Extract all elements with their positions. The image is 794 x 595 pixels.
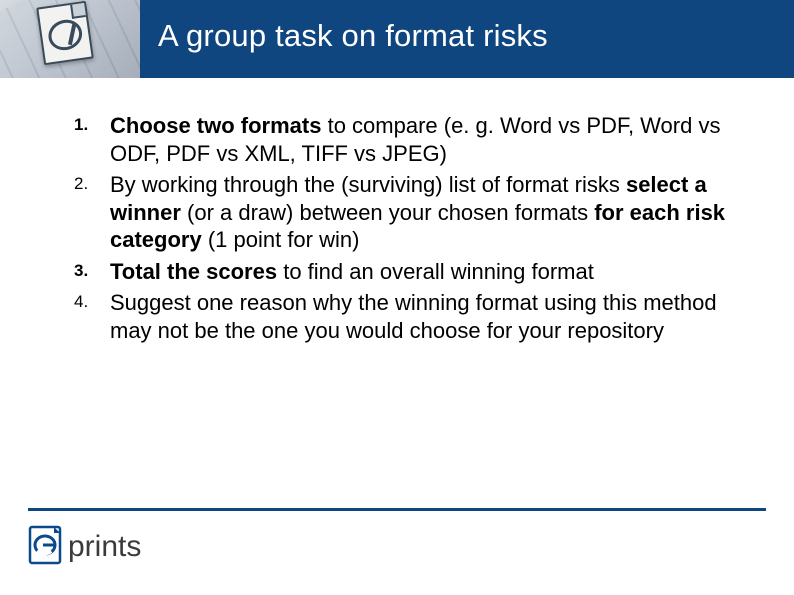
slide-title: A group task on format risks: [158, 18, 548, 54]
header: A group task on format risks: [0, 0, 794, 80]
text-run: Suggest one reason why the winning forma…: [110, 290, 717, 343]
footer-logo: prints: [28, 523, 198, 567]
text-run: (1 point for win): [202, 227, 360, 252]
text-run: (or a draw) between your chosen formats: [181, 200, 594, 225]
slide: A group task on format risks Choose two …: [0, 0, 794, 595]
e-stroke-icon: [44, 15, 86, 54]
page-fold-icon: [70, 3, 86, 19]
footer-separator: [28, 508, 766, 511]
text-run: Choose two formats: [110, 113, 321, 138]
list-item: By working through the (surviving) list …: [70, 171, 740, 254]
eprints-logo-icon: prints: [28, 523, 198, 567]
list-item: Total the scores to find an overall winn…: [70, 258, 740, 286]
logo-text: prints: [68, 530, 141, 563]
text-run: Total the scores: [110, 259, 277, 284]
header-graphic: [0, 0, 140, 78]
list-item: Suggest one reason why the winning forma…: [70, 289, 740, 344]
text-run: to find an overall winning format: [277, 259, 594, 284]
document-e-icon: [36, 1, 94, 65]
text-run: By working through the (surviving) list …: [110, 172, 626, 197]
list-item: Choose two formats to compare (e. g. Wor…: [70, 112, 740, 167]
numbered-list: Choose two formats to compare (e. g. Wor…: [70, 112, 740, 344]
content-area: Choose two formats to compare (e. g. Wor…: [70, 112, 740, 348]
